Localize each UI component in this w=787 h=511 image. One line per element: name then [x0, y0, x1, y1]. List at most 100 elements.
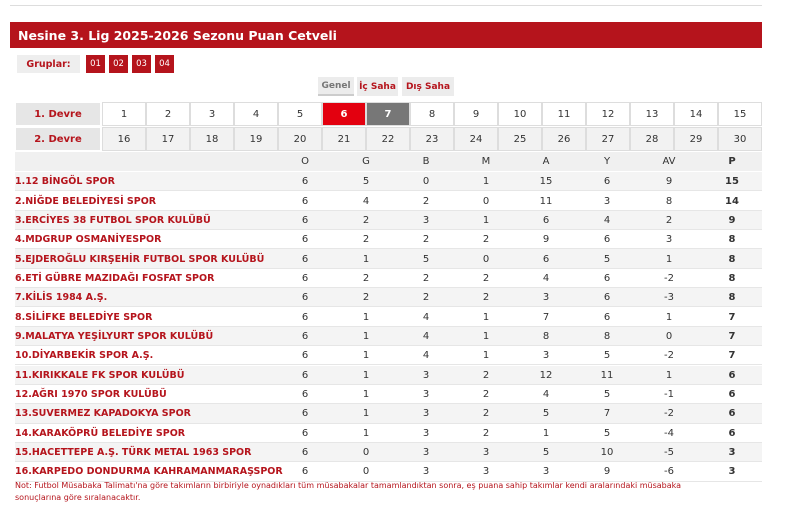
table-row — [15, 230, 762, 250]
week-button[interactable]: 24 — [454, 127, 498, 151]
table-cell: 0 — [362, 447, 370, 459]
table-cell: 9 — [665, 176, 673, 188]
week-button[interactable]: 3 — [190, 102, 234, 126]
table-cell: 2 — [362, 214, 370, 226]
week-button[interactable]: 1 — [102, 102, 146, 126]
group-button[interactable]: 04 — [155, 55, 174, 73]
week-button[interactable]: 6 — [322, 102, 366, 126]
table-cell: 10 — [600, 447, 614, 459]
team-name[interactable]: 8.SİLİFKE BELEDİYE SPOR — [15, 311, 153, 323]
tab[interactable]: Genel — [318, 77, 354, 96]
group-button[interactable]: 01 — [86, 55, 105, 73]
week-button[interactable]: 17 — [146, 127, 190, 151]
team-name[interactable]: 14.KARAKÖPRÜ BELEDİYE SPOR — [15, 427, 186, 439]
week-button[interactable]: 16 — [102, 127, 146, 151]
table-cell: 1 — [482, 330, 490, 342]
table-cell: -2 — [664, 350, 674, 362]
table-cell: 5 — [603, 389, 611, 401]
week-button[interactable]: 20 — [278, 127, 322, 151]
team-name[interactable]: 1.12 BİNGÖL SPOR — [15, 176, 115, 188]
week-button[interactable]: 7 — [366, 102, 410, 126]
table-cell: 6 — [603, 311, 611, 323]
table-cell: 15 — [539, 176, 553, 188]
week-button[interactable]: 30 — [718, 127, 762, 151]
table-cell: 5 — [362, 176, 370, 188]
table-row — [15, 191, 762, 211]
table-cell: 1 — [362, 408, 370, 420]
table-cell: 8 — [542, 330, 550, 342]
table-row — [15, 442, 762, 463]
table-cell: 1 — [542, 427, 550, 439]
week-button[interactable]: 12 — [586, 102, 630, 126]
group-button[interactable]: 03 — [132, 55, 151, 73]
table-cell: 5 — [603, 253, 611, 265]
group-button[interactable]: 02 — [109, 55, 128, 73]
team-name[interactable]: 6.ETİ GÜBRE MAZIDAĞI FOSFAT SPOR — [15, 272, 215, 284]
team-name[interactable]: 5.EJDEROĞLU KIRŞEHİR FUTBOL SPOR KULÜBÜ — [15, 253, 265, 265]
team-name[interactable]: 13.SUVERMEZ KAPADOKYA SPOR — [15, 408, 191, 420]
tab[interactable]: İç Saha — [357, 77, 398, 96]
week-button[interactable]: 29 — [674, 127, 718, 151]
week-button[interactable]: 21 — [322, 127, 366, 151]
team-name[interactable]: 7.KİLİS 1984 A.Ş. — [15, 292, 108, 304]
week-button[interactable]: 19 — [234, 127, 278, 151]
team-name[interactable]: 11.KIRIKKALE FK SPOR KULÜBÜ — [15, 369, 185, 381]
week-row-label: 1. Devre — [15, 102, 101, 126]
team-name[interactable]: 12.AĞRI 1970 SPOR KULÜBÜ — [15, 389, 167, 401]
week-button[interactable]: 18 — [190, 127, 234, 151]
week-button[interactable]: 23 — [410, 127, 454, 151]
table-cell: 0 — [665, 330, 673, 342]
table-cell: -4 — [664, 427, 674, 439]
week-button[interactable]: 11 — [542, 102, 586, 126]
week-button[interactable]: 9 — [454, 102, 498, 126]
table-row — [15, 365, 762, 385]
table-cell: 6 — [301, 311, 309, 323]
table-cell: 7 — [603, 408, 611, 420]
week-button[interactable]: 25 — [498, 127, 542, 151]
table-cell: 6 — [603, 234, 611, 246]
table-cell: 3 — [728, 466, 736, 478]
table-cell: -1 — [664, 389, 674, 401]
week-button[interactable]: 8 — [410, 102, 454, 126]
week-button[interactable]: 14 — [674, 102, 718, 126]
table-cell: 8 — [728, 234, 736, 246]
table-cell: 2 — [665, 214, 673, 226]
table-cell: 1 — [482, 350, 490, 362]
table-cell: 7 — [728, 350, 736, 362]
table-cell: -6 — [664, 466, 674, 478]
table-cell: 2 — [362, 234, 370, 246]
tab[interactable]: Dış Saha — [402, 77, 454, 96]
week-button[interactable]: 26 — [542, 127, 586, 151]
table-header-row — [15, 152, 762, 171]
week-button[interactable]: 27 — [586, 127, 630, 151]
team-name[interactable]: 16.KARPEDO DONDURMA KAHRAMANMARAŞSPOR — [15, 466, 283, 478]
team-name[interactable]: 3.ERCİYES 38 FUTBOL SPOR KULÜBÜ — [15, 214, 211, 226]
table-cell: 6 — [603, 292, 611, 304]
team-name[interactable]: 9.MALATYA YEŞİLYURT SPOR KULÜBÜ — [15, 330, 214, 342]
week-button[interactable]: 15 — [718, 102, 762, 126]
table-cell: 4 — [422, 350, 430, 362]
team-name[interactable]: 10.DİYARBEKİR SPOR A.Ş. — [15, 350, 154, 362]
team-name[interactable]: 2.NİĞDE BELEDİYESİ SPOR — [15, 195, 157, 207]
table-cell: 6 — [301, 447, 309, 459]
table-cell: 2 — [482, 292, 490, 304]
week-button[interactable]: 10 — [498, 102, 542, 126]
team-name[interactable]: 4.MDGRUP OSMANİYESPOR — [15, 234, 162, 246]
week-button[interactable]: 4 — [234, 102, 278, 126]
table-cell: 6 — [301, 272, 309, 284]
week-button[interactable]: 13 — [630, 102, 674, 126]
table-cell: -5 — [664, 447, 674, 459]
week-button[interactable]: 5 — [278, 102, 322, 126]
table-cell: 6 — [728, 408, 736, 420]
week-button[interactable]: 2 — [146, 102, 190, 126]
table-cell: 5 — [422, 253, 430, 265]
table-row — [15, 326, 762, 347]
table-cell: 1 — [362, 350, 370, 362]
week-button[interactable]: 28 — [630, 127, 674, 151]
top-strip — [10, 0, 762, 6]
week-button[interactable]: 22 — [366, 127, 410, 151]
table-cell: 3 — [542, 466, 550, 478]
team-name[interactable]: 15.HACETTEPE A.Ş. TÜRK METAL 1963 SPOR — [15, 447, 252, 459]
table-cell: 2 — [422, 292, 430, 304]
table-cell: 3 — [665, 234, 673, 246]
